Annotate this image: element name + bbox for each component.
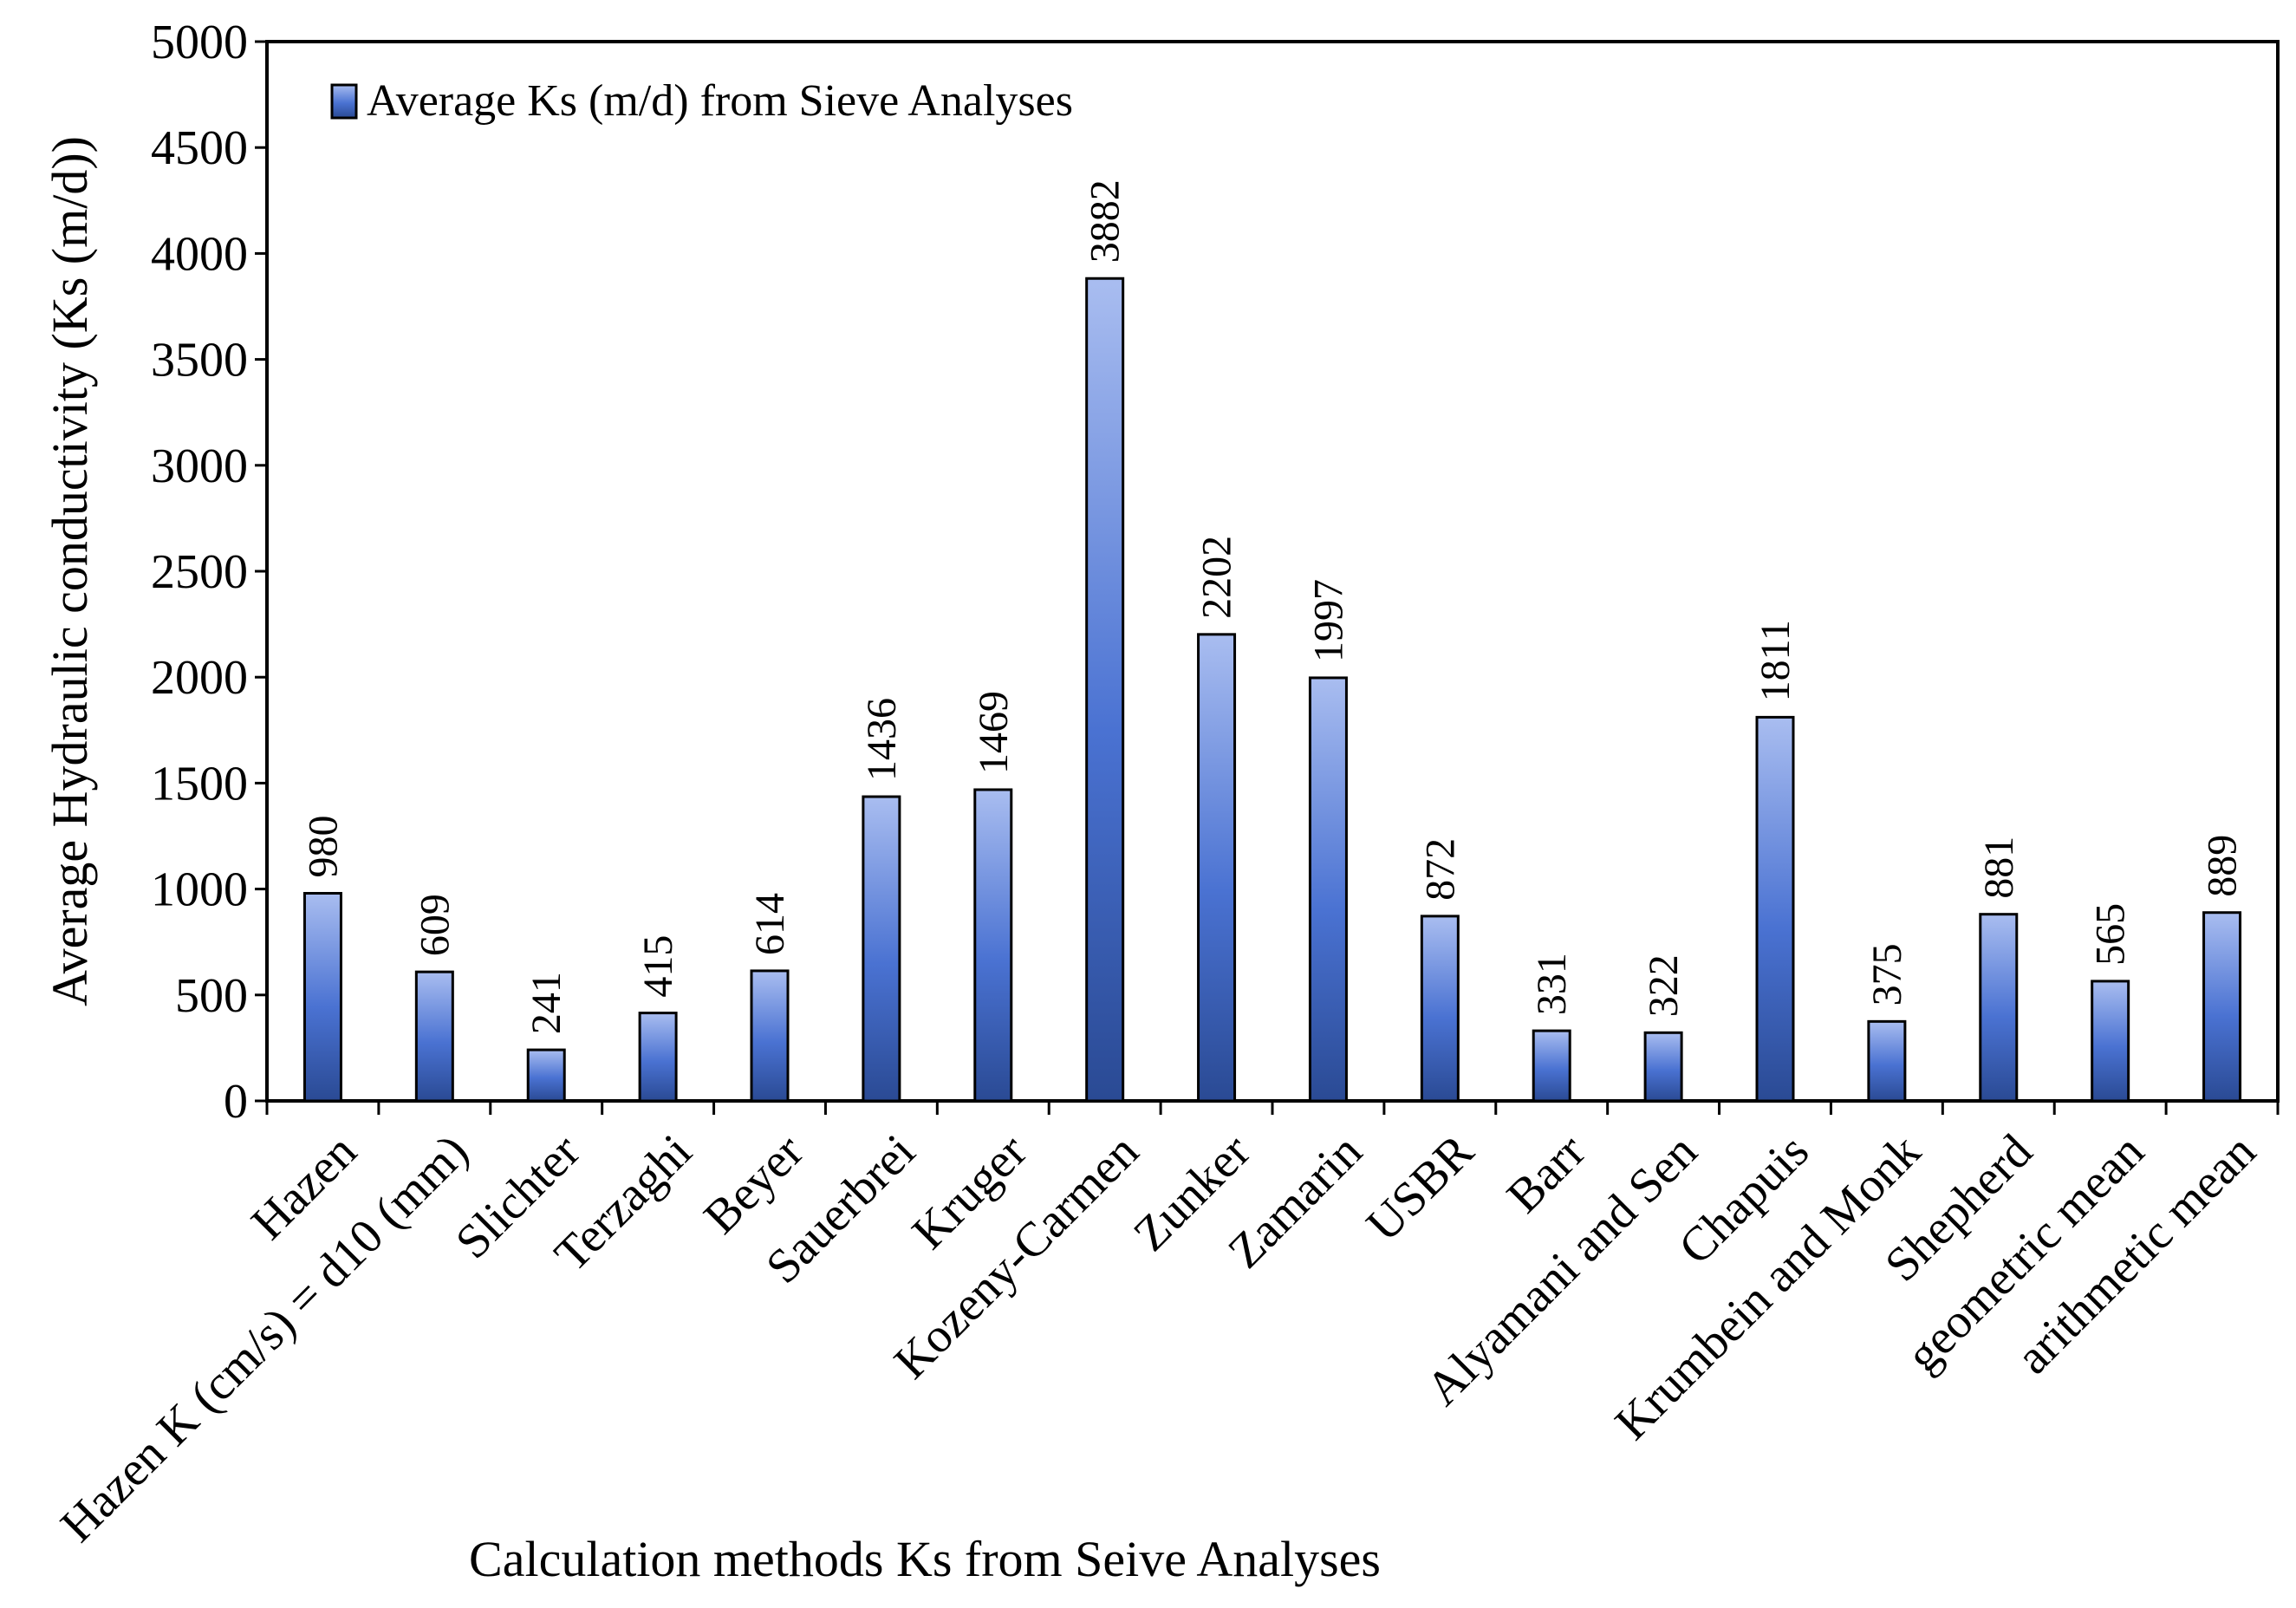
data-label: 980 [300, 815, 346, 877]
data-label: 565 [2088, 903, 2134, 966]
category-label: Barr [1497, 1124, 1596, 1223]
bar [973, 788, 1013, 1103]
x-axis-title: Calculation methods Ks from Seive Analys… [469, 1531, 1381, 1587]
y-tick-label: 2000 [151, 651, 248, 705]
y-axis: 0 500 1000 1500 2000 2500 3000 3500 4000 4500 5000 [151, 16, 267, 1129]
data-label: 1997 [1305, 579, 1351, 662]
data-label: 609 [412, 894, 458, 956]
bar [526, 1048, 566, 1103]
x-axis [265, 1101, 2280, 1115]
bar [1308, 676, 1348, 1103]
y-tick-label: 500 [175, 969, 248, 1023]
data-label: 3882 [1083, 179, 1128, 263]
y-tick-label: 3000 [151, 439, 248, 493]
y-axis-title: Average Hydraulic conductivity (Ks (m/d)… [42, 136, 98, 1006]
y-tick-label: 1500 [151, 757, 248, 811]
data-label: 1436 [859, 698, 905, 781]
plot-area [265, 40, 2280, 1103]
bar [1085, 277, 1125, 1103]
bar [2202, 911, 2242, 1103]
y-tick-label: 4500 [151, 121, 248, 175]
bar [638, 1012, 678, 1103]
data-label: 375 [1864, 943, 1910, 1006]
y-tick-label: 2500 [151, 545, 248, 599]
bar [1867, 1019, 1907, 1103]
y-tick-label: 5000 [151, 16, 248, 69]
data-label: 331 [1529, 953, 1575, 1015]
legend-label: Average Ks (m/d) from Sieve Analyses [367, 76, 1073, 126]
bar [1197, 633, 1237, 1103]
data-label: 1469 [971, 691, 1017, 774]
y-tick-label: 3500 [151, 334, 248, 387]
category-label: USBR [1356, 1124, 1485, 1253]
bar [750, 969, 790, 1103]
data-label: 872 [1417, 838, 1463, 901]
y-tick-label: 0 [224, 1075, 248, 1129]
data-label: 1811 [1753, 620, 1798, 701]
bar [302, 891, 342, 1103]
bar [1979, 913, 2019, 1103]
data-label: 2202 [1194, 536, 1240, 619]
bar-series [302, 277, 2242, 1103]
data-label: 415 [635, 935, 681, 998]
bar [414, 970, 454, 1103]
data-label: 881 [1976, 837, 2022, 899]
data-label: 241 [524, 972, 569, 1034]
data-label: 889 [2200, 835, 2246, 897]
legend: Average Ks (m/d) from Sieve Analyses [330, 76, 1073, 126]
bar [1420, 915, 1460, 1103]
y-tick-label: 1000 [151, 863, 248, 917]
bar [1755, 715, 1795, 1103]
data-label: 614 [747, 893, 793, 955]
data-label: 322 [1641, 954, 1687, 1017]
y-tick-label: 4000 [151, 227, 248, 281]
legend-swatch [330, 83, 358, 120]
data-labels: 980 609 241 415 614 1436 1469 3882 2202 1997 872 33… [300, 179, 2245, 1034]
bar [1643, 1031, 1683, 1103]
bar [862, 795, 901, 1103]
bar [2091, 980, 2130, 1103]
bar [1532, 1029, 1571, 1103]
